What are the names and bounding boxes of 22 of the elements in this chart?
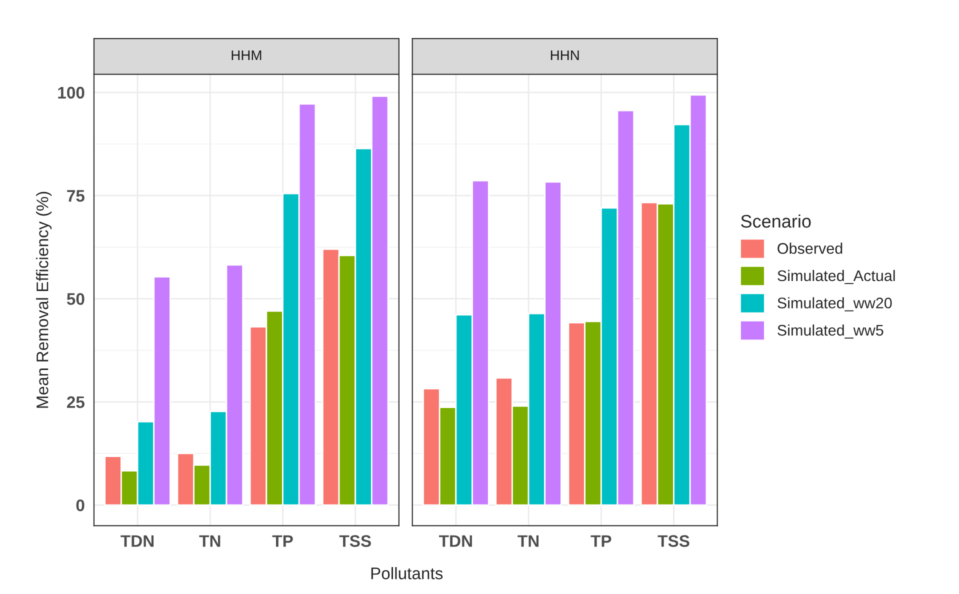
legend-label: Simulated_ww20 xyxy=(778,297,892,312)
x-tick-label: TDN xyxy=(438,535,472,547)
legend-label: Simulated_ww5 xyxy=(778,324,884,339)
x-tick-label: TSS xyxy=(339,535,371,547)
y-tick-label: 25 xyxy=(66,396,84,408)
legend-label: Simulated_Actual xyxy=(778,270,895,284)
chart-title: HHN xyxy=(550,50,579,60)
y-tick-label: 75 xyxy=(67,190,84,202)
y-tick-label: 50 xyxy=(66,293,84,305)
x-tick-label: TP xyxy=(272,535,293,547)
chart-title: HHM xyxy=(232,50,262,60)
x-tick-label: TSS xyxy=(658,535,690,547)
x-axis-title: Pollutants xyxy=(371,567,443,580)
x-tick-label: TN xyxy=(199,535,220,547)
x-tick-label: TP xyxy=(590,535,612,547)
x-tick-label: TDN xyxy=(120,535,154,547)
y-tick-label: 100 xyxy=(58,86,84,99)
y-tick-label: 0 xyxy=(76,499,84,512)
y-axis-title: Mean Removal Efficiency (%) xyxy=(36,192,52,408)
legend-title: Scenario xyxy=(741,214,811,228)
x-tick-label: TN xyxy=(518,535,539,547)
legend-label: Observed xyxy=(778,242,842,254)
